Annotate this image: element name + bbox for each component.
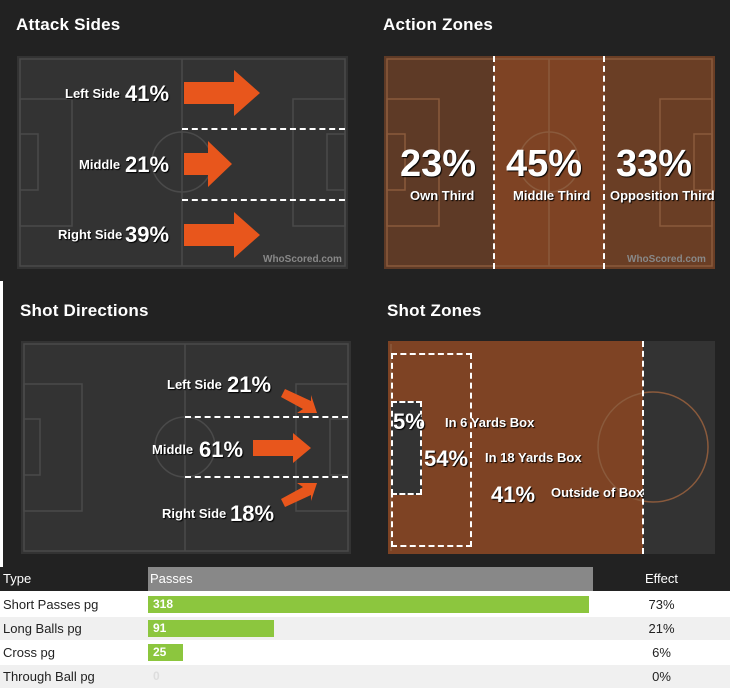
right-side-arrow-icon (184, 212, 260, 258)
pass-value: 91 (153, 621, 167, 635)
opposition-third-pct: 33% (616, 143, 693, 185)
six-yards-pct: 5% (393, 409, 425, 434)
shot-right-label: Right Side (162, 506, 227, 521)
eighteen-yards-pct: 54% (424, 446, 469, 471)
passes-header-label: Passes (150, 571, 193, 586)
passes-table: Type Passes Effect Short Passes pg 318 7… (0, 567, 730, 688)
table-row: Short Passes pg 318 73% (0, 593, 730, 616)
pass-value: 25 (153, 645, 167, 659)
pass-value: 318 (153, 597, 174, 611)
pass-type: Short Passes pg (3, 597, 99, 612)
pass-bar: 91 (148, 620, 275, 637)
outside-box-pct: 41% (491, 482, 536, 507)
pass-type: Through Ball pg (3, 669, 95, 684)
shot-middle-pct: 61% (199, 437, 244, 462)
six-yards-label: In 6 Yards Box (445, 415, 535, 430)
attack-sides-pitch: Left Side 41% Middle 21% Right Side 39% … (17, 56, 348, 269)
attack-right-pct: 39% (125, 222, 170, 247)
action-zones-title: Action Zones (383, 15, 494, 34)
attack-right-label: Right Side (58, 227, 123, 242)
pass-bar: 25 (148, 644, 183, 661)
shot-left-arrow-icon (281, 389, 317, 413)
shot-middle-arrow-icon (253, 433, 311, 463)
watermark-logo: WhoScored.com (627, 254, 706, 265)
opposition-third-label: Opposition Third (610, 188, 715, 203)
eighteen-yards-label: In 18 Yards Box (485, 450, 582, 465)
passes-header[interactable]: Passes (148, 567, 593, 591)
pitch-lines (386, 58, 713, 267)
own-third-pct: 23% (400, 143, 477, 185)
pass-effect: 0% (652, 669, 671, 684)
shot-middle-label: Middle (152, 442, 194, 457)
pass-effect: 73% (648, 597, 675, 612)
attack-middle-pct: 21% (125, 152, 170, 177)
type-header-label: Type (3, 571, 32, 586)
shot-zones-pitch: 5% In 6 Yards Box 54% In 18 Yards Box 41… (388, 341, 715, 554)
attack-left-pct: 41% (125, 81, 170, 106)
table-row: Long Balls pg 91 21% (0, 617, 730, 640)
left-side-arrow-icon (184, 70, 260, 116)
table-row: Cross pg 25 6% (0, 641, 730, 664)
pass-effect: 6% (652, 645, 671, 660)
effect-header-label: Effect (644, 571, 678, 586)
pass-value: 0 (153, 669, 160, 683)
own-third-label: Own Third (410, 188, 475, 203)
pass-bar: 318 (148, 596, 589, 613)
middle-third-pct: 45% (506, 143, 583, 185)
pass-effect: 21% (648, 621, 675, 636)
table-row: Through Ball pg 0 0% (0, 665, 730, 688)
shot-directions-pitch: Left Side 21% Middle 61% Right Side 18% (21, 341, 351, 554)
watermark-logo: WhoScored.com (263, 254, 342, 265)
pitch-lines (19, 58, 346, 267)
effect-header: Effect (593, 567, 730, 591)
outside-box-label: Outside of Box (551, 485, 644, 500)
pass-type: Cross pg (3, 645, 56, 660)
attack-sides-title: Attack Sides (16, 15, 121, 34)
middle-third-label: Middle Third (513, 188, 591, 203)
shot-right-arrow-icon (281, 483, 317, 507)
attack-middle-label: Middle (79, 157, 121, 172)
shot-right-pct: 18% (230, 501, 275, 526)
middle-arrow-icon (184, 141, 232, 187)
shot-left-label: Left Side (167, 377, 222, 392)
pass-type: Long Balls pg (3, 621, 82, 636)
attack-left-label: Left Side (65, 86, 120, 101)
type-header: Type (0, 567, 148, 591)
shot-zones-title: Shot Zones (387, 301, 482, 320)
shot-left-pct: 21% (227, 372, 272, 397)
action-zones-pitch: 23% Own Third 45% Middle Third 33% Oppos… (384, 56, 715, 269)
shot-directions-title: Shot Directions (20, 301, 149, 320)
pass-bar: 0 (148, 668, 178, 685)
